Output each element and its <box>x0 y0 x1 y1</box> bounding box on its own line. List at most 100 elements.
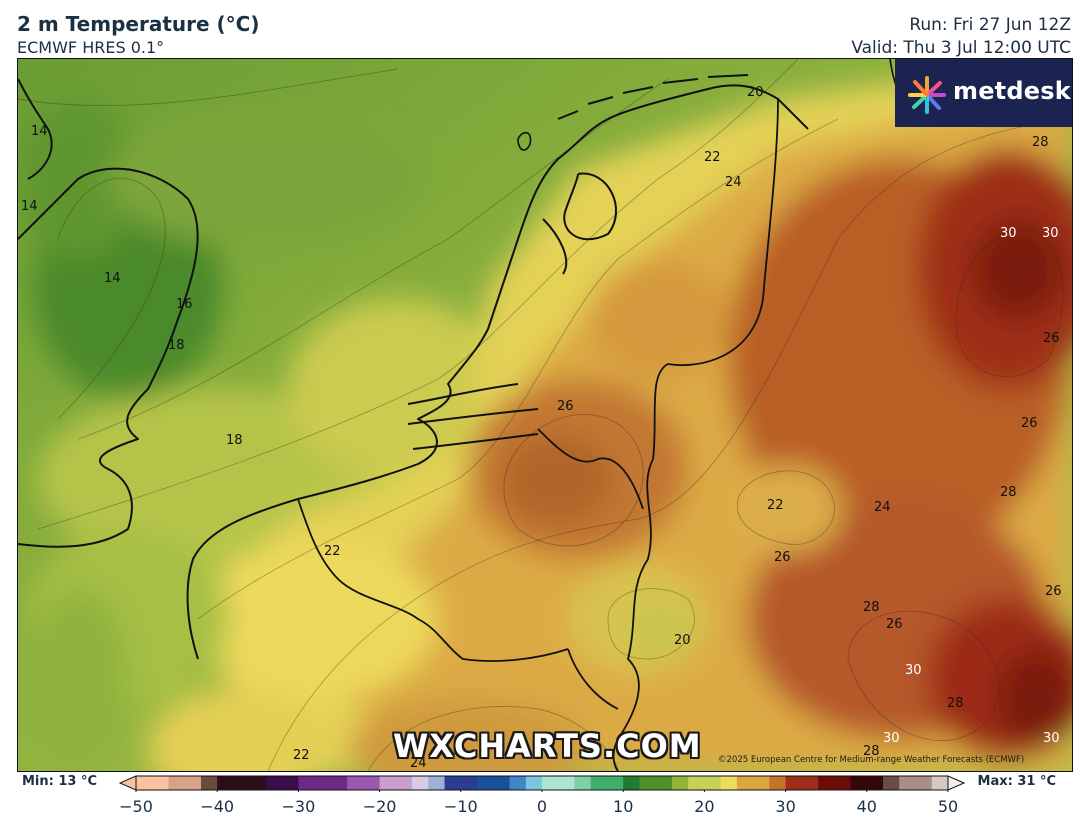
colorbar-segment <box>736 776 754 790</box>
colorbar-segment <box>314 776 332 790</box>
contour-label: 24 <box>725 175 742 190</box>
colorbar-segment <box>493 776 511 790</box>
colorbar-segment <box>899 776 917 790</box>
colorbar-segment <box>249 776 267 790</box>
colorbar-segment <box>915 776 933 790</box>
metdesk-logo-text: metdesk <box>953 77 1071 105</box>
colorbar-tick-label: −20 <box>362 797 397 816</box>
contour-label: 28 <box>1000 485 1017 500</box>
contour-label: 26 <box>1021 416 1038 431</box>
colorbar-segment <box>850 776 868 790</box>
colorbar-segment <box>395 776 413 790</box>
colorbar-segment <box>217 776 234 790</box>
contour-label: 26 <box>557 399 574 414</box>
coastlines <box>18 59 914 771</box>
colorbar-tick-label: −30 <box>281 797 316 816</box>
contour-label: 28 <box>863 600 880 615</box>
contour-label: 26 <box>1043 331 1060 346</box>
contour-label: 22 <box>704 150 721 165</box>
contour-label: 22 <box>324 544 341 559</box>
colorbar-segment <box>785 776 803 790</box>
colorbar-segment <box>444 776 462 790</box>
contour-label: 30 <box>1043 731 1060 746</box>
contour-label: 26 <box>1045 584 1062 599</box>
colorbar-tick-label: 20 <box>694 797 715 816</box>
colorbar-segment <box>347 776 364 790</box>
colorbar-min-label: Min: 13 °C <box>22 774 98 789</box>
contour-label: 28 <box>863 744 880 759</box>
colorbar-segment <box>460 776 478 790</box>
colorbar-segment <box>200 776 218 790</box>
contour-label: 26 <box>886 617 903 632</box>
colorbar-segment <box>542 776 559 790</box>
colorbar-segment <box>590 776 608 790</box>
colorbar-tick-label: 40 <box>856 797 877 816</box>
colorbar-min-arrow <box>118 775 137 791</box>
colorbar-segment <box>623 776 640 790</box>
temperature-map[interactable]: 14 14 14 16 18 18 20 22 24 28 30 30 26 2… <box>17 58 1073 772</box>
colorbar-segment <box>233 776 251 790</box>
colorbar-segment <box>818 776 835 790</box>
copyright-notice: ©2025 European Centre for Medium-range W… <box>718 755 1025 765</box>
colorbar-segment <box>525 776 543 790</box>
colorbar-max-label: Max: 31 °C <box>977 774 1056 789</box>
colorbar-segment <box>298 776 316 790</box>
temperature-field <box>18 59 1072 771</box>
colorbar-segment <box>801 776 819 790</box>
colorbar-segment <box>753 776 770 790</box>
colorbar-segment <box>931 776 949 790</box>
colorbar-segment <box>655 776 673 790</box>
contour-label: 20 <box>674 633 691 648</box>
colorbar-segment <box>558 776 575 790</box>
colorbar-segment <box>265 776 283 790</box>
colorbar-tick-label: −10 <box>443 797 478 816</box>
contour-label: 30 <box>883 731 900 746</box>
metdesk-burst-icon <box>908 76 946 114</box>
colorbar-segment <box>477 776 494 790</box>
contour-label: 16 <box>176 297 193 312</box>
contour-label: 22 <box>767 498 784 513</box>
chart-title: 2 m Temperature (°C) <box>17 12 260 36</box>
colorbar-tick-label: 50 <box>937 797 959 816</box>
contour-label: 22 <box>293 748 310 763</box>
colorbar-max-arrow <box>947 775 966 791</box>
colorbar-tick-label: −50 <box>119 797 153 816</box>
contour-label: 24 <box>874 500 891 515</box>
contour-label: 18 <box>168 338 185 353</box>
colorbar-segment <box>866 776 884 790</box>
colorbar-segment <box>509 776 527 790</box>
colorbar-segment <box>639 776 657 790</box>
contour-label: 28 <box>947 696 964 711</box>
model-label: ECMWF HRES 0.1° <box>17 38 165 57</box>
map-canvas: 14 14 14 16 18 18 20 22 24 28 30 30 26 2… <box>18 59 1072 771</box>
colorbar-tick-label: −40 <box>200 797 235 816</box>
contour-label: 30 <box>1042 226 1059 241</box>
contour-label: 14 <box>31 124 48 139</box>
colorbar-tick-label: 30 <box>775 797 796 816</box>
colorbar-segment <box>834 776 852 790</box>
colorbar-segment <box>363 776 381 790</box>
colorbar-segment <box>671 776 689 790</box>
colorbar-tick-label: 10 <box>613 797 634 816</box>
colorbar-segment <box>412 776 429 790</box>
metdesk-logo[interactable]: metdesk <box>895 59 1072 127</box>
colorbar-segment <box>379 776 397 790</box>
temperature-colorbar <box>118 775 966 792</box>
contour-label: 30 <box>1000 226 1017 241</box>
colorbar-segment <box>152 776 169 790</box>
colorbar-segment <box>330 776 348 790</box>
colorbar-segment <box>428 776 446 790</box>
colorbar-segment <box>883 776 900 790</box>
colorbar-segment <box>184 776 202 790</box>
contour-label: 18 <box>226 433 243 448</box>
contour-label: 20 <box>747 85 764 100</box>
contour-labels: 14 14 14 16 18 18 20 22 24 28 30 30 26 2… <box>21 85 1062 771</box>
colorbar-segment <box>688 776 705 790</box>
contour-label: 26 <box>774 550 791 565</box>
colorbar-segment <box>136 776 153 790</box>
colorbar-segment <box>574 776 592 790</box>
contour-label: 14 <box>104 271 121 286</box>
contour-label: 28 <box>1032 135 1049 150</box>
colorbar-segment <box>720 776 738 790</box>
colorbar-tick-label: 0 <box>536 797 548 816</box>
